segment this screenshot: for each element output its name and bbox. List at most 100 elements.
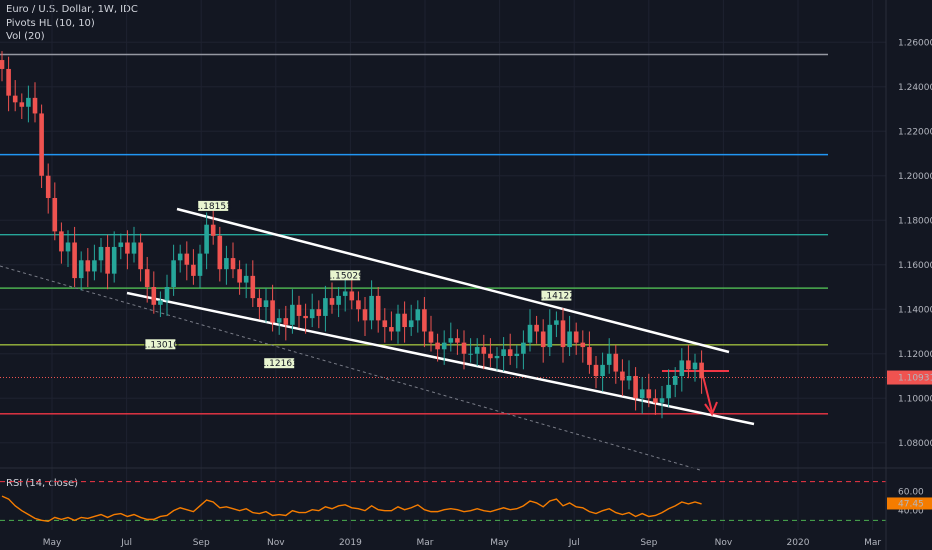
candle-body: [184, 253, 190, 265]
candle-body: [441, 342, 447, 350]
candle-body: [626, 376, 632, 381]
candle-body: [573, 331, 579, 343]
x-tick-label: 2020: [787, 538, 810, 548]
candle-body: [131, 242, 137, 254]
candle-body: [672, 376, 678, 385]
candle-body: [620, 371, 625, 381]
candle-body: [19, 102, 25, 107]
candle-body: [316, 309, 322, 316]
candle-body: [250, 275, 256, 299]
pivot-label: 1.12163: [261, 359, 298, 369]
candle-body: [111, 246, 117, 274]
candle-body: [507, 349, 513, 356]
candle-body: [171, 260, 176, 287]
dashed-trendline: [0, 265, 701, 471]
candle-body: [257, 298, 262, 308]
candle-body: [382, 320, 388, 328]
candle-body: [72, 242, 77, 279]
pivot-label: 1.18153: [195, 202, 232, 212]
candle-body: [323, 298, 328, 316]
candle-body: [488, 353, 493, 359]
x-tick-label: Mar: [417, 538, 434, 548]
candle-body: [435, 342, 440, 350]
y-tick-label: 1.16000: [898, 261, 932, 271]
channel-upper-line: [176, 207, 730, 354]
x-tick-label: Nov: [267, 538, 285, 548]
candle-body: [303, 315, 308, 319]
candle-body: [547, 324, 553, 348]
x-tick-label: May: [43, 538, 62, 548]
rsi-value-label: 47.45: [898, 499, 924, 509]
candle-body: [12, 95, 18, 103]
candle-body: [501, 349, 506, 356]
candle-body: [422, 309, 427, 332]
candle-body: [560, 320, 566, 348]
candle-body: [177, 253, 183, 261]
candle-body: [283, 318, 289, 325]
channel-lower-line: [126, 291, 755, 426]
pivot-label-box: [145, 339, 176, 350]
candle-body: [230, 258, 236, 270]
candle-body: [686, 360, 691, 370]
candle-body: [633, 376, 638, 399]
candle-body: [26, 97, 31, 107]
candle-body: [65, 242, 71, 252]
candle-body: [527, 324, 533, 343]
candle-body: [356, 300, 361, 310]
rsi-label: RSI (14, close): [6, 478, 79, 489]
candle-body: [78, 260, 84, 279]
y-tick-label: 1.14000: [898, 305, 932, 315]
candle-body: [270, 300, 275, 323]
candle-body: [210, 224, 216, 236]
candle-body: [389, 327, 394, 332]
candle-body: [158, 300, 163, 305]
candle-body: [567, 331, 572, 348]
down-arrow-shaft: [701, 371, 713, 413]
candle-body: [415, 309, 421, 321]
candle-body: [474, 347, 480, 354]
candle-body: [375, 295, 381, 321]
candle-body: [204, 224, 209, 254]
last-price-badge: [887, 370, 932, 385]
candle-body: [461, 342, 467, 354]
x-tick-label: May: [490, 538, 509, 548]
candle-body: [276, 318, 282, 323]
x-tick-label: Nov: [715, 538, 733, 548]
candle-body: [164, 287, 170, 301]
candle-body: [653, 398, 658, 403]
candle-body: [217, 235, 223, 270]
candle-body: [369, 295, 374, 321]
candle-body: [679, 360, 685, 376]
candle-body: [428, 331, 434, 343]
candle-body: [362, 309, 368, 321]
candle-body: [151, 287, 157, 305]
candle-body: [237, 269, 242, 283]
x-tick-label: Jul: [568, 538, 580, 548]
candle-body: [197, 253, 203, 276]
pivot-label: 1.13010: [142, 340, 179, 350]
pivot-label-box: [198, 200, 229, 211]
candle-body: [118, 242, 124, 247]
candle-body: [540, 331, 546, 348]
x-tick-label: Sep: [640, 538, 657, 548]
y-tick-label: 1.26000: [898, 38, 932, 48]
candle-body: [402, 313, 407, 328]
candle-body: [600, 364, 605, 376]
candle-body: [534, 324, 539, 332]
pivot-label-box: [330, 270, 361, 281]
candle-body: [481, 347, 487, 354]
candle-body: [521, 342, 526, 354]
candle-body: [692, 362, 698, 370]
candle-body: [349, 291, 355, 301]
candle-body: [309, 309, 315, 319]
candle-body: [0, 60, 5, 69]
candle-body: [85, 260, 91, 272]
candle-body: [138, 242, 143, 270]
candle-body: [659, 398, 665, 403]
candle-body: [593, 364, 599, 376]
candle-body: [468, 353, 473, 355]
candle-body: [494, 355, 500, 359]
candle-body: [514, 353, 520, 356]
y-tick-label: 1.22000: [898, 127, 932, 137]
